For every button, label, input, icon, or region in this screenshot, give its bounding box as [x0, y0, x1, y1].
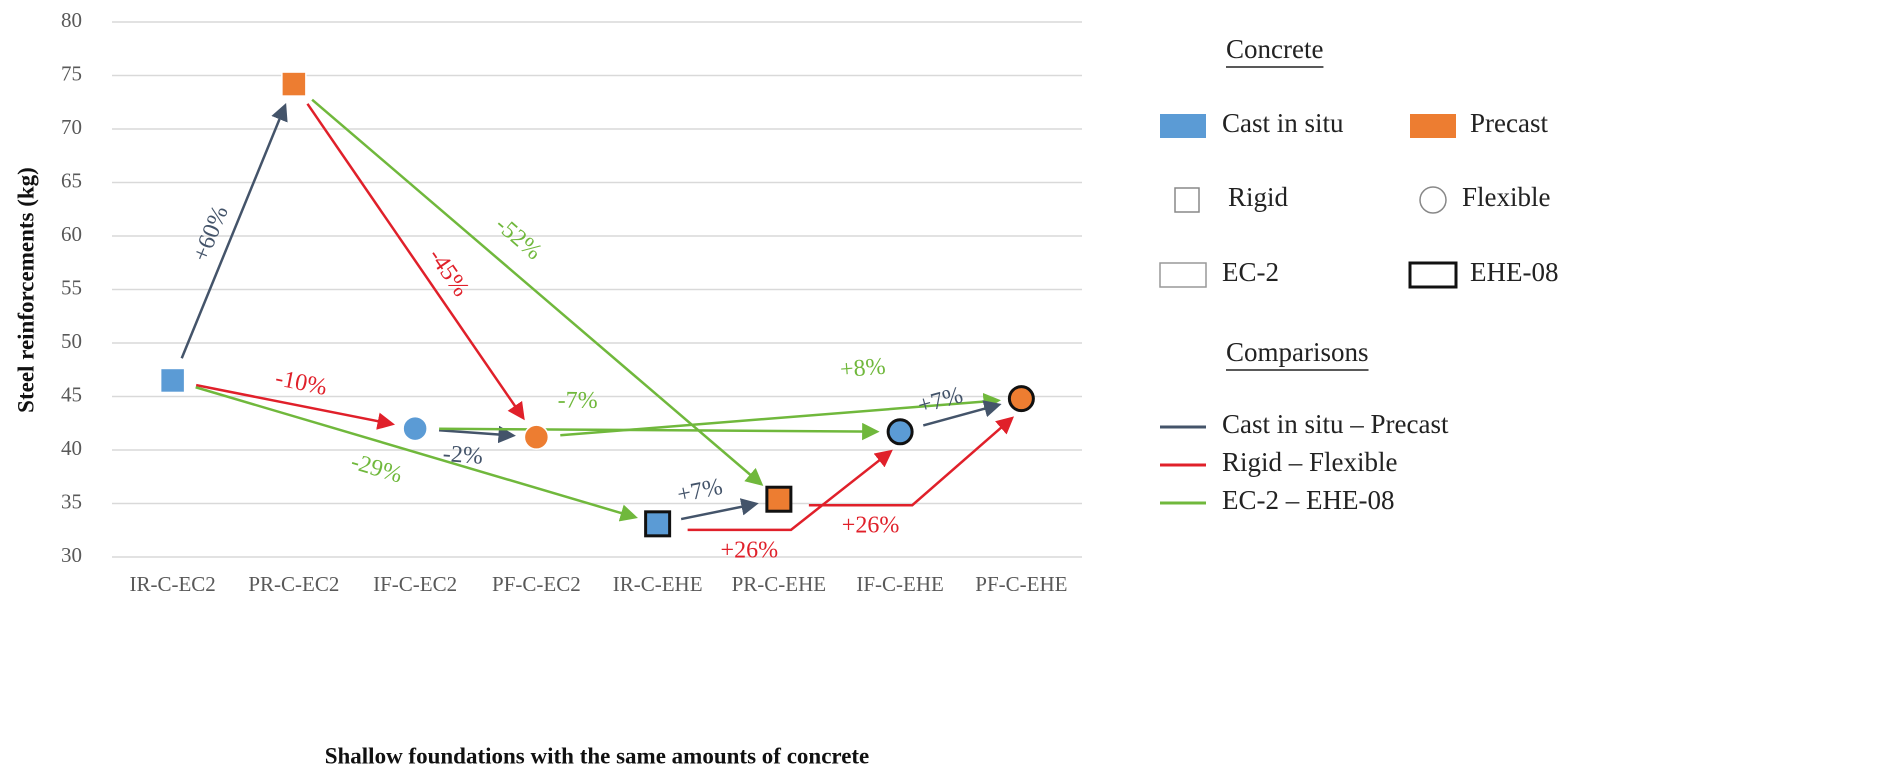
- comparison-arrow: [306, 103, 525, 421]
- point: [886, 418, 914, 446]
- x-tick-label: IF-C-EHE: [856, 572, 944, 596]
- comparison-arrow: [195, 383, 396, 430]
- legend-text: EC-2: [1222, 257, 1279, 287]
- x-tick-label: PF-C-EHE: [975, 572, 1067, 596]
- comparison-label: +60%: [188, 202, 234, 265]
- point: [523, 424, 550, 450]
- comparison-arrow: [687, 449, 893, 532]
- comparison-arrow: [560, 392, 1001, 437]
- y-tick-label: 60: [61, 222, 82, 246]
- y-tick-label: 55: [61, 275, 82, 299]
- y-tick-label: 50: [61, 329, 82, 353]
- comparison-label: +7%: [915, 382, 966, 419]
- legend-text: EC-2 – EHE-08: [1222, 485, 1394, 515]
- x-tick-label: PR-C-EHE: [732, 572, 827, 596]
- x-tick-label: IF-C-EC2: [373, 572, 457, 596]
- y-tick-label: 75: [61, 61, 82, 85]
- comparison-arrow: [180, 103, 288, 359]
- point: [159, 367, 186, 394]
- legend-text: EHE-08: [1470, 257, 1558, 287]
- comparison-label: +26%: [721, 537, 779, 563]
- y-tick-label: 70: [61, 115, 82, 139]
- y-tick-label: 45: [61, 382, 82, 406]
- x-tick-label: PR-C-EC2: [248, 572, 339, 596]
- comparison-label: -52%: [490, 212, 546, 266]
- y-tick-label: 35: [61, 489, 82, 513]
- y-axis-title: Steel reinforcements (kg): [13, 167, 38, 413]
- x-tick-label: IR-C-EC2: [129, 572, 215, 596]
- comparison-arrow: [808, 416, 1015, 507]
- legend-text: Rigid – Flexible: [1222, 447, 1398, 477]
- legend-text: Precast: [1470, 108, 1548, 138]
- comparison-arrow: [922, 400, 1002, 427]
- y-tick-label: 80: [61, 8, 82, 32]
- point: [281, 71, 307, 97]
- comparison-arrow: [195, 386, 638, 522]
- point: [1007, 385, 1035, 413]
- legend-text: Cast in situ – Precast: [1222, 409, 1449, 439]
- comparison-arrow: [439, 422, 880, 441]
- y-tick-label: 65: [61, 168, 82, 192]
- point: [765, 485, 793, 513]
- y-tick-label: 30: [61, 543, 82, 567]
- legend-text: Rigid: [1228, 182, 1289, 212]
- x-axis-title: Shallow foundations with the same amount…: [325, 743, 870, 768]
- comparison-label: +8%: [839, 354, 886, 384]
- comparison-label: +26%: [842, 513, 900, 539]
- legend-swatch: [1160, 114, 1206, 138]
- point: [402, 415, 428, 442]
- y-tick-label: 40: [61, 436, 82, 460]
- point: [644, 510, 672, 538]
- x-tick-label: PF-C-EC2: [492, 572, 581, 596]
- legend-swatch: [1174, 187, 1200, 213]
- comparison-label: -10%: [273, 365, 329, 401]
- x-tick-label: IR-C-EHE: [613, 572, 703, 596]
- legend-text: Flexible: [1462, 182, 1551, 212]
- legend-swatch: [1408, 261, 1458, 289]
- comparison-label: -45%: [423, 244, 474, 302]
- comparison-arrow: [438, 425, 516, 444]
- comparison-label: -7%: [558, 388, 598, 414]
- legend-text: Cast in situ: [1222, 108, 1344, 138]
- legend-text: Comparisons: [1226, 337, 1369, 367]
- comparison-label: -29%: [348, 449, 405, 489]
- legend-swatch: [1159, 262, 1207, 288]
- comparison-label: -2%: [442, 441, 484, 470]
- legend-swatch: [1410, 114, 1456, 138]
- legend-swatch: [1419, 186, 1447, 214]
- legend-text: Concrete: [1226, 34, 1323, 64]
- comparison-arrow: [311, 98, 764, 486]
- comparison-arrow: [680, 498, 759, 521]
